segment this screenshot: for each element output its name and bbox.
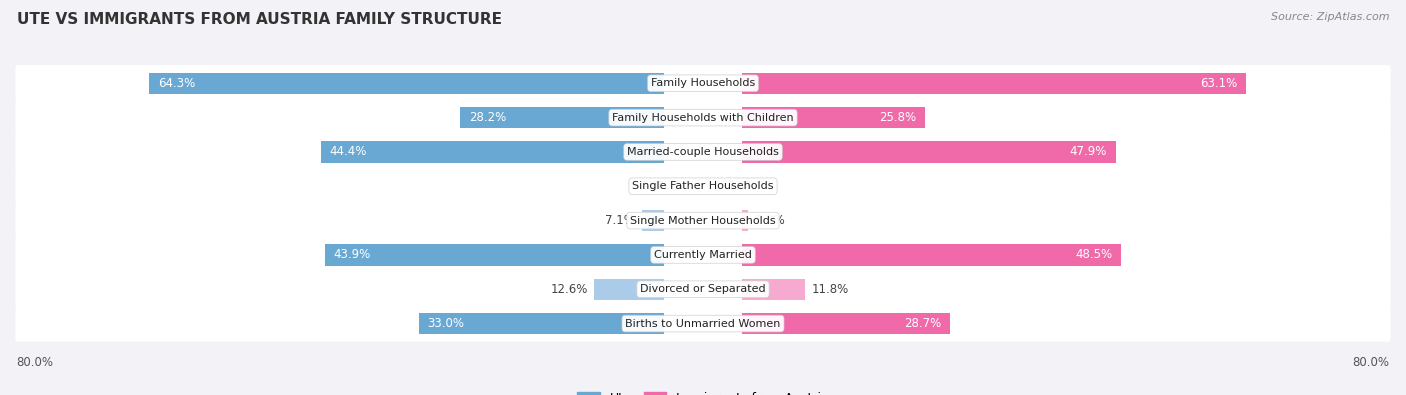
FancyBboxPatch shape	[15, 305, 1391, 342]
Bar	[321, 141, 664, 163]
Bar	[742, 313, 950, 334]
Text: 64.3%: 64.3%	[157, 77, 195, 90]
Text: 3.0%: 3.0%	[641, 180, 671, 193]
Text: 80.0%: 80.0%	[17, 356, 53, 369]
Text: Single Father Households: Single Father Households	[633, 181, 773, 191]
Text: 63.1%: 63.1%	[1201, 77, 1237, 90]
FancyBboxPatch shape	[15, 202, 1391, 239]
Text: 80.0%: 80.0%	[1353, 356, 1389, 369]
Bar	[742, 210, 748, 231]
Bar	[742, 73, 1246, 94]
Text: UTE VS IMMIGRANTS FROM AUSTRIA FAMILY STRUCTURE: UTE VS IMMIGRANTS FROM AUSTRIA FAMILY ST…	[17, 12, 502, 27]
Text: 44.4%: 44.4%	[329, 145, 367, 158]
Bar	[742, 141, 1115, 163]
Bar	[643, 210, 664, 231]
Bar	[460, 107, 664, 128]
Text: Currently Married: Currently Married	[654, 250, 752, 260]
Bar	[419, 313, 664, 334]
Text: 5.2%: 5.2%	[755, 214, 785, 227]
Text: 47.9%: 47.9%	[1070, 145, 1107, 158]
FancyBboxPatch shape	[15, 237, 1391, 273]
Text: 7.1%: 7.1%	[605, 214, 636, 227]
Text: 28.2%: 28.2%	[468, 111, 506, 124]
Text: Divorced or Separated: Divorced or Separated	[640, 284, 766, 294]
Text: 43.9%: 43.9%	[333, 248, 371, 261]
FancyBboxPatch shape	[15, 100, 1391, 136]
FancyBboxPatch shape	[15, 134, 1391, 170]
Text: Married-couple Households: Married-couple Households	[627, 147, 779, 157]
Bar	[742, 107, 925, 128]
Text: 2.0%: 2.0%	[727, 180, 756, 193]
Bar	[325, 244, 664, 265]
FancyBboxPatch shape	[15, 168, 1391, 205]
Text: Births to Unmarried Women: Births to Unmarried Women	[626, 319, 780, 329]
FancyBboxPatch shape	[15, 271, 1391, 307]
Text: 48.5%: 48.5%	[1076, 248, 1112, 261]
Text: Single Mother Households: Single Mother Households	[630, 216, 776, 226]
Text: Family Households: Family Households	[651, 78, 755, 88]
Bar	[595, 278, 664, 300]
Text: 33.0%: 33.0%	[427, 317, 464, 330]
Text: 12.6%: 12.6%	[550, 283, 588, 296]
FancyBboxPatch shape	[15, 65, 1391, 102]
Text: Source: ZipAtlas.com: Source: ZipAtlas.com	[1271, 12, 1389, 22]
Legend: Ute, Immigrants from Austria: Ute, Immigrants from Austria	[576, 392, 830, 395]
Bar	[742, 244, 1121, 265]
Bar	[742, 278, 804, 300]
Text: 28.7%: 28.7%	[904, 317, 942, 330]
Text: 11.8%: 11.8%	[811, 283, 849, 296]
Bar	[149, 73, 664, 94]
Text: Family Households with Children: Family Households with Children	[612, 113, 794, 122]
Text: 25.8%: 25.8%	[879, 111, 917, 124]
